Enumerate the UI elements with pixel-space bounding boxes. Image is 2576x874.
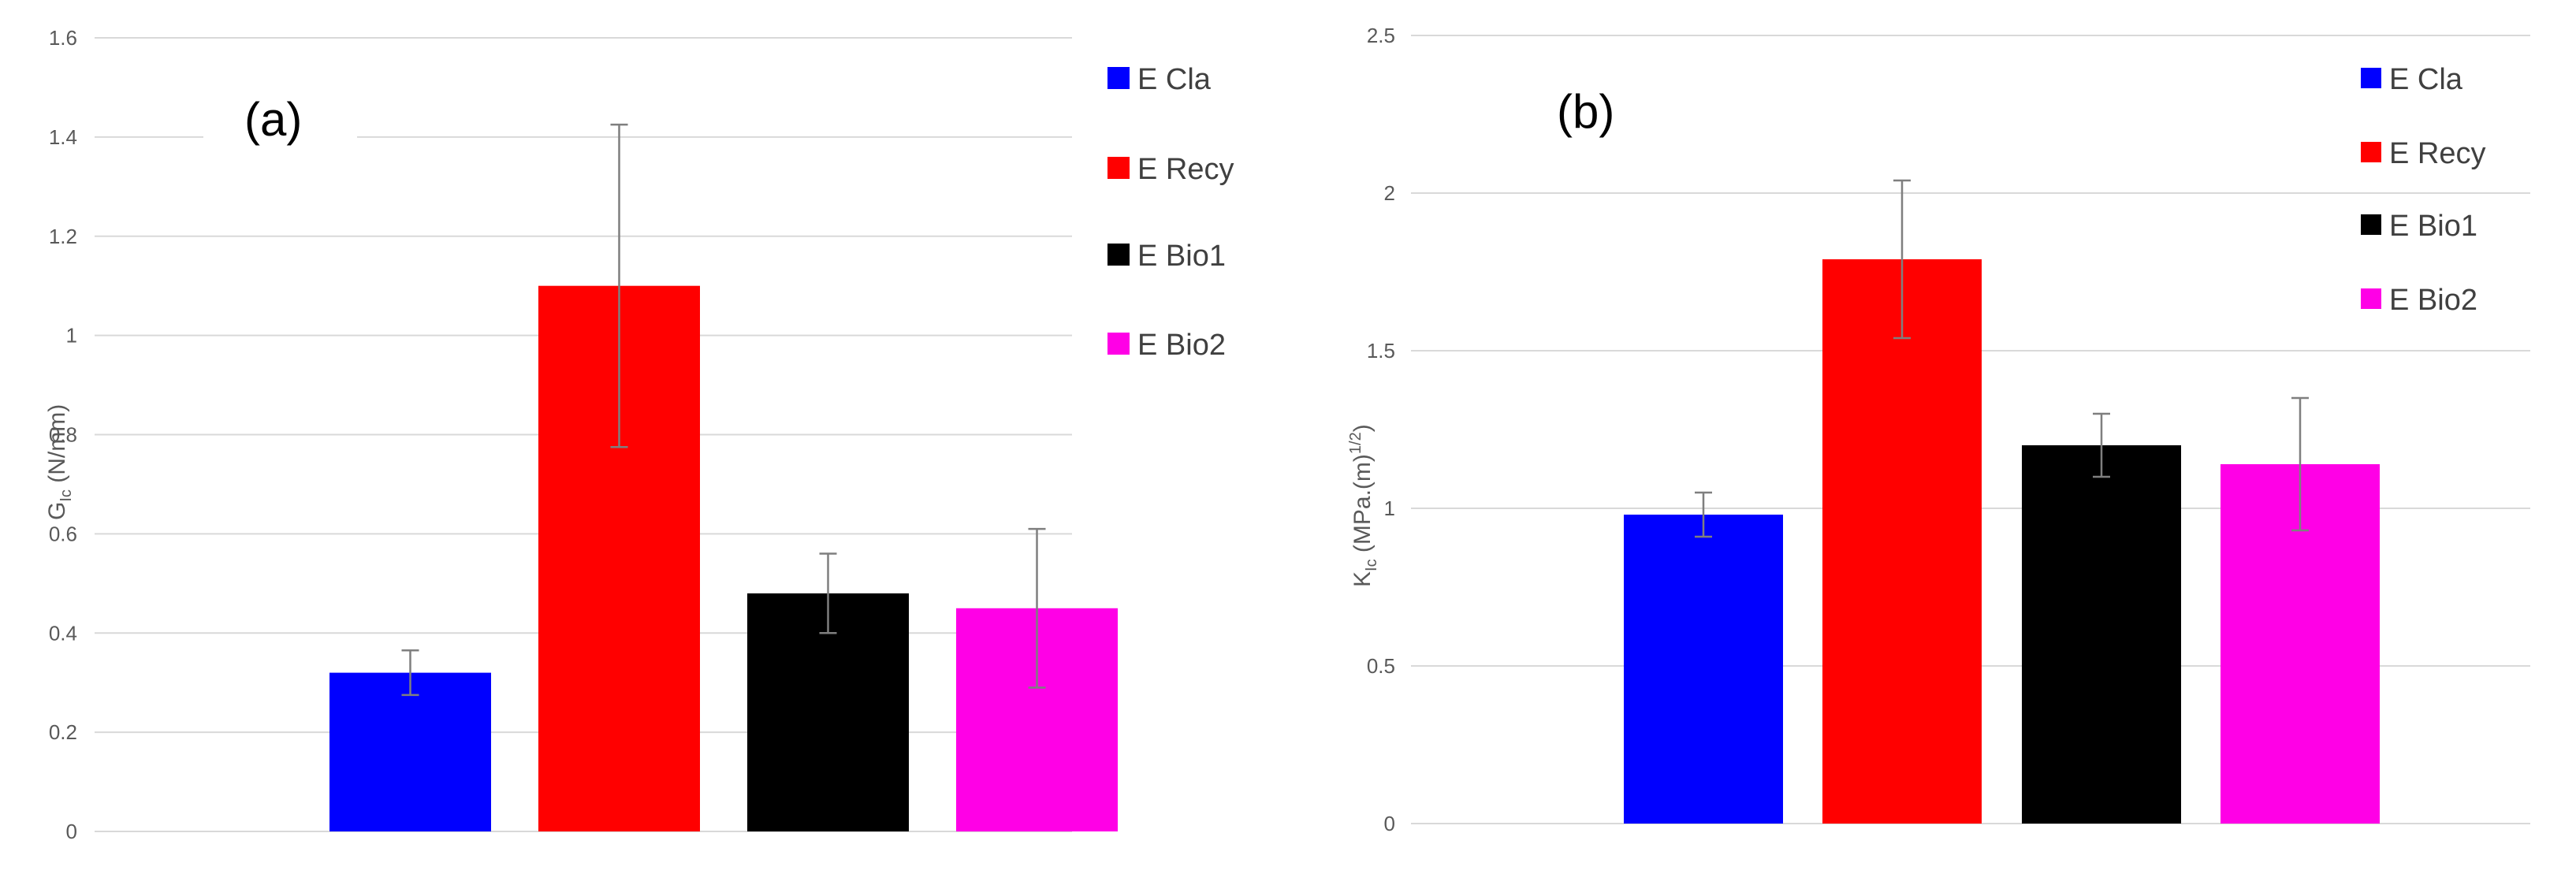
- y-tick-label: 0.2: [49, 720, 77, 744]
- legend-label: E Bio1: [2389, 210, 2477, 243]
- error-bar: [2291, 396, 2309, 532]
- y-axis-label: KIc (MPa.(m)1/2): [1347, 424, 1380, 587]
- error-bar: [1893, 179, 1911, 340]
- y-tick-label: 0.6: [49, 522, 77, 545]
- panel-label: (a): [244, 93, 302, 146]
- y-tick-label: 0: [66, 820, 77, 843]
- legend-label: E Bio2: [2389, 284, 2477, 317]
- legend-swatch: [2361, 142, 2381, 162]
- y-tick-label: 1.2: [49, 225, 77, 248]
- legend-swatch: [1107, 333, 1130, 355]
- y-tick-label: 1.4: [49, 125, 77, 149]
- error-bar: [2093, 412, 2110, 478]
- bar: [1624, 515, 1783, 824]
- y-tick-label: 0.5: [1367, 654, 1395, 678]
- y-tick-label: 1: [66, 324, 77, 348]
- legend-label: E Cla: [2389, 63, 2463, 96]
- y-tick-label: 2.5: [1367, 24, 1395, 47]
- y-tick-label: 0.8: [49, 423, 77, 447]
- legend-swatch: [1107, 157, 1130, 179]
- error-bar: [401, 649, 419, 697]
- legend-swatch: [1107, 67, 1130, 89]
- chart-panel-a: 0 0.2 0.4 0.6 0.8 1 1.2 1.4 1.6 (a) GIc (N/mm) E…: [44, 26, 1234, 843]
- bar: [1822, 259, 1982, 824]
- y-tick-label: 0.4: [49, 621, 77, 645]
- legend-swatch: [2361, 214, 2381, 235]
- y-axis-label: GIc (N/mm): [44, 404, 75, 520]
- error-bar: [610, 123, 628, 448]
- legend-label: E Bio1: [1137, 240, 1226, 273]
- panel-label-bg: [1509, 63, 1675, 150]
- panel-label-bg: [203, 71, 357, 150]
- panel-label: (b): [1557, 85, 1614, 138]
- error-bar: [1695, 491, 1712, 538]
- y-tick-label: 1.6: [49, 26, 77, 50]
- legend-swatch: [1107, 244, 1130, 266]
- y-tick-label: 1: [1384, 497, 1395, 520]
- legend-swatch: [2361, 288, 2381, 309]
- legend-label: E Recy: [1137, 153, 1234, 186]
- bar: [2022, 445, 2181, 824]
- legend-label: E Recy: [2389, 137, 2485, 170]
- error-bar: [819, 552, 837, 634]
- legend-label: E Cla: [1137, 63, 1212, 96]
- chart-panel-b: 0 0.5 1 1.5 2 2.5 (b) KIc (MPa.(m)1/2) E Cla E…: [1347, 24, 2530, 835]
- y-tick-label: 2: [1384, 181, 1395, 205]
- bar: [329, 672, 491, 831]
- legend-label: E Bio2: [1137, 329, 1226, 362]
- error-bar: [1028, 527, 1046, 689]
- legend-swatch: [2361, 68, 2381, 88]
- y-tick-label: 1.5: [1367, 339, 1395, 363]
- y-tick-label: 0: [1384, 812, 1395, 835]
